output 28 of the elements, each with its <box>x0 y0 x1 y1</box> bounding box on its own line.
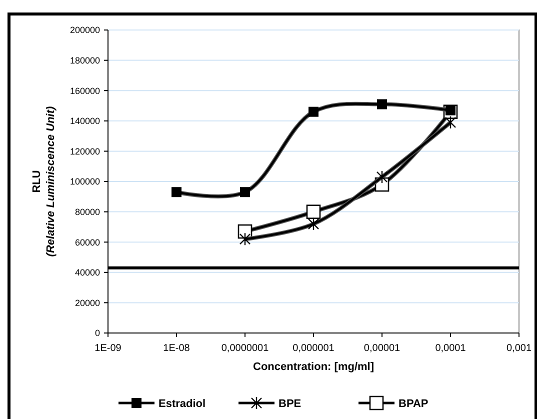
x-tick-label: 1E-08 <box>163 343 190 354</box>
point <box>308 217 320 231</box>
y-tick-label: 200000 <box>70 25 100 36</box>
y-tick-label: 120000 <box>70 146 100 156</box>
x-tick-label: 1E-09 <box>94 343 122 354</box>
point <box>444 116 456 130</box>
y-tick-label: 180000 <box>70 55 100 66</box>
x-tick-label: 0,0000001 <box>221 343 270 354</box>
point <box>306 204 321 219</box>
y-tick-label: 100000 <box>70 176 100 187</box>
y-tick-label: 160000 <box>70 86 100 96</box>
y-tick-label: 60000 <box>74 237 100 248</box>
x-tick-label: 0,001 <box>506 343 532 354</box>
x-tick-label: 0,0001 <box>435 343 466 354</box>
legend-label: BPE <box>278 398 302 410</box>
legend-label: BPAP <box>398 398 428 410</box>
point <box>376 170 388 184</box>
point <box>239 232 251 246</box>
y-tick-label: 140000 <box>70 116 100 126</box>
y-tick-label: 80000 <box>74 206 100 217</box>
x-axis-title: Concentration: [mg/ml] <box>253 361 374 373</box>
y-axis-title: RLU (Relative Luminiscence Unit) <box>31 106 57 257</box>
x-tick-label: 0,00001 <box>364 343 401 354</box>
y-tick-label: 20000 <box>74 298 100 308</box>
legend-label: Estradiol <box>158 398 206 410</box>
y-tick-label: 40000 <box>74 268 100 278</box>
y-tick-label: 0 <box>94 328 100 338</box>
x-tick-label: 0,000001 <box>292 343 335 354</box>
